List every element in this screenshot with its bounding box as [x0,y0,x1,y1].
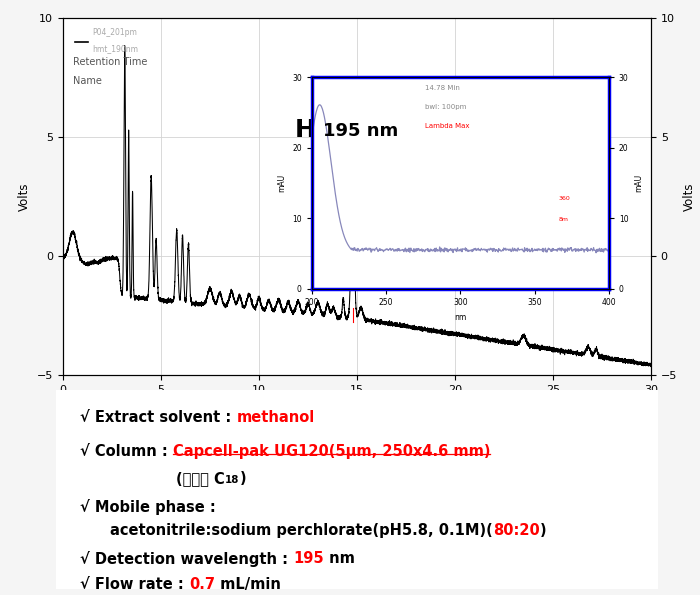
Text: √ Detection wavelength :: √ Detection wavelength : [80,551,293,567]
X-axis label: nm: nm [454,313,466,322]
Text: √ Flow rate :: √ Flow rate : [80,577,189,592]
Text: acetonitrile:sodium perchlorate(pH5.8, 0.1M)(: acetonitrile:sodium perchlorate(pH5.8, 0… [110,523,493,538]
Text: Retention Time: Retention Time [73,58,147,67]
Text: 360: 360 [559,196,570,201]
Text: Lambda Max: Lambda Max [424,123,469,129]
FancyBboxPatch shape [38,384,676,595]
Text: 195: 195 [293,551,324,566]
Text: HMT: HMT [294,118,357,142]
Text: 80:20: 80:20 [493,523,540,538]
Text: 18: 18 [225,475,239,486]
Y-axis label: Volts: Volts [18,182,32,211]
Text: √ Column :: √ Column : [80,443,173,459]
Text: 14.777: 14.777 [358,250,368,285]
Y-axis label: Volts: Volts [682,182,696,211]
Text: 195 nm: 195 nm [323,123,399,140]
Text: √ Mobile phase :: √ Mobile phase : [80,499,216,515]
Text: 8m: 8m [559,217,568,222]
Text: √ Extract solvent :: √ Extract solvent : [80,409,237,425]
Text: Name: Name [73,77,102,86]
Text: (역상계 C: (역상계 C [176,471,225,487]
Text: P04_201pm: P04_201pm [92,27,137,36]
Text: hmt_190nm: hmt_190nm [92,44,139,53]
Y-axis label: mAU: mAU [634,174,643,192]
Text: ): ) [239,471,246,487]
Y-axis label: mAU: mAU [277,174,286,192]
Text: mL/min: mL/min [215,577,281,592]
X-axis label: Minutes: Minutes [334,400,380,413]
Text: ): ) [540,523,546,538]
Text: 14.78 Min: 14.78 Min [424,85,459,91]
Text: nm: nm [324,551,355,566]
Text: bwl: 100pm: bwl: 100pm [424,104,466,110]
Text: methanol: methanol [237,409,315,425]
Text: 0.7: 0.7 [189,577,215,592]
Text: Capcell-pak UG120(5μm, 250x4.6 mm): Capcell-pak UG120(5μm, 250x4.6 mm) [173,443,491,459]
